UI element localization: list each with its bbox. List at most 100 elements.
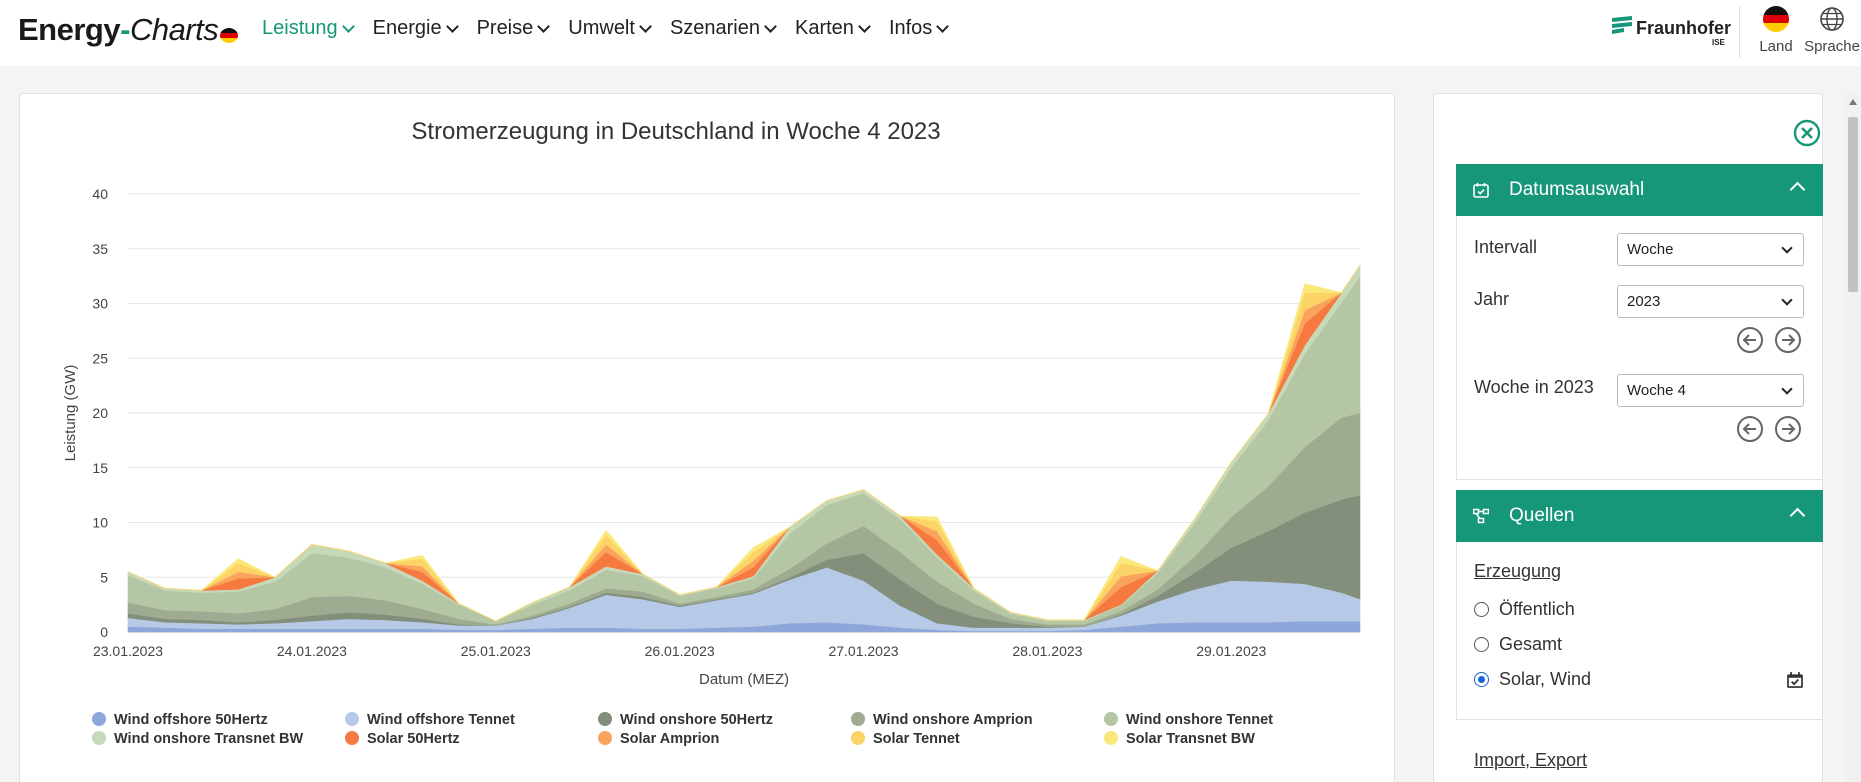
legend-item[interactable]: Wind onshore 50Hertz bbox=[598, 712, 773, 728]
radio-oeffentlich[interactable]: Öffentlich bbox=[1474, 599, 1575, 620]
calendar-check-icon bbox=[1473, 183, 1489, 198]
chevron-down-icon bbox=[1781, 383, 1793, 395]
chevron-down-icon bbox=[445, 19, 459, 33]
legend-item[interactable]: Wind offshore Tennet bbox=[345, 712, 515, 728]
chart-card: 0 5 10 15 20 25 30 35 40 23.01.2023 24.01.2023 25.0… bbox=[19, 93, 1395, 782]
top-navigation-bar: Energy-Charts Leistung Energie Preise Um… bbox=[0, 0, 1861, 66]
legend-label: Wind onshore Amprion bbox=[873, 712, 1033, 728]
nav-infos[interactable]: Infos bbox=[889, 17, 950, 40]
datumsauswahl-title: Datumsauswahl bbox=[1509, 179, 1645, 200]
chevron-up-icon bbox=[1789, 181, 1806, 198]
legend-item[interactable]: Solar 50Hertz bbox=[345, 731, 460, 747]
jahr-select[interactable]: 2023 bbox=[1617, 285, 1804, 318]
jahr-prev-button[interactable] bbox=[1736, 326, 1764, 354]
header-divider bbox=[1739, 6, 1740, 58]
chevron-down-icon bbox=[639, 19, 652, 33]
quellen-header[interactable]: Quellen bbox=[1456, 490, 1823, 542]
chevron-down-icon bbox=[1781, 294, 1793, 306]
woche-prev-button[interactable] bbox=[1736, 415, 1764, 443]
x-tick-label: 28.01.2023 bbox=[1012, 643, 1082, 659]
page-scrollbar[interactable] bbox=[1845, 93, 1861, 782]
jahr-label: Jahr bbox=[1474, 289, 1510, 309]
nav-szenarien[interactable]: Szenarien bbox=[670, 17, 777, 40]
chevron-down-icon bbox=[341, 19, 355, 33]
legend-swatch bbox=[851, 712, 865, 726]
erzeugung-link[interactable]: Erzeugung bbox=[1474, 561, 1562, 581]
quellen-body bbox=[1456, 542, 1823, 720]
nav-leistung[interactable]: Leistung bbox=[262, 17, 355, 40]
nav-energie[interactable]: Energie bbox=[373, 17, 459, 40]
chevron-down-icon bbox=[764, 19, 777, 33]
quellen-title: Quellen bbox=[1509, 505, 1575, 526]
y-tick-label: 20 bbox=[92, 405, 108, 421]
x-tick-label: 24.01.2023 bbox=[277, 643, 347, 659]
radio-circle bbox=[1474, 637, 1489, 652]
radio-oeffentlich-label: Öffentlich bbox=[1499, 599, 1575, 619]
legend-item[interactable]: Wind onshore Tennet bbox=[1104, 712, 1273, 728]
woche-label: Woche in 2023 bbox=[1474, 377, 1594, 397]
legend-item[interactable]: Solar Amprion bbox=[598, 731, 719, 747]
woche-next-button[interactable] bbox=[1774, 415, 1802, 443]
datumsauswahl-header[interactable]: Datumsauswahl bbox=[1456, 164, 1823, 216]
country-label: Land bbox=[1759, 38, 1793, 55]
radio-solar-wind[interactable]: Solar, Wind bbox=[1474, 669, 1591, 690]
radio-gesamt[interactable]: Gesamt bbox=[1474, 634, 1562, 655]
diagram-icon bbox=[1473, 508, 1489, 524]
x-tick-label: 25.01.2023 bbox=[461, 643, 531, 659]
chart-legend: Wind offshore 50Hertz Wind offshore Tenne… bbox=[92, 712, 1273, 747]
nav-preise[interactable]: Preise bbox=[477, 17, 551, 40]
intervall-select[interactable]: Woche bbox=[1617, 233, 1804, 266]
scrollbar-thumb[interactable] bbox=[1848, 117, 1858, 292]
chevron-down-icon bbox=[858, 19, 871, 33]
chevron-up-icon bbox=[1789, 507, 1806, 524]
y-tick-label: 15 bbox=[92, 460, 108, 476]
legend-swatch bbox=[598, 731, 612, 745]
legend-item[interactable]: Solar Tennet bbox=[851, 731, 960, 747]
calendar-check-icon[interactable] bbox=[1786, 671, 1804, 689]
woche-select[interactable]: Woche 4 bbox=[1617, 374, 1804, 407]
chart-svg: 0 5 10 15 20 25 30 35 40 23.01.2023 24.01.2023 25.0… bbox=[62, 186, 1361, 747]
chart-areas bbox=[127, 264, 1361, 633]
country-flag-icon bbox=[1763, 6, 1789, 32]
radio-circle-selected bbox=[1474, 672, 1489, 687]
close-panel-button[interactable] bbox=[1793, 119, 1821, 147]
intervall-value: Woche bbox=[1627, 241, 1674, 258]
import-export-link[interactable]: Import, Export bbox=[1474, 750, 1588, 770]
woche-value: Woche 4 bbox=[1627, 382, 1686, 399]
radio-gesamt-label: Gesamt bbox=[1499, 634, 1563, 654]
y-tick-label: 5 bbox=[100, 569, 108, 585]
brand-logo[interactable]: Energy-Charts bbox=[18, 12, 239, 48]
legend-swatch bbox=[851, 731, 865, 745]
legend-item[interactable]: Wind offshore 50Hertz bbox=[92, 712, 268, 728]
legend-label: Solar 50Hertz bbox=[367, 731, 460, 747]
legend-label: Wind onshore 50Hertz bbox=[620, 712, 773, 728]
legend-label: Wind offshore 50Hertz bbox=[114, 712, 268, 728]
language-button[interactable]: Sprache bbox=[1802, 6, 1861, 55]
brand-dash: - bbox=[120, 12, 130, 47]
x-axis-label: Datum (MEZ) bbox=[699, 671, 789, 688]
area-series-solar-transnet-bw[interactable] bbox=[127, 264, 1361, 622]
legend-swatch bbox=[92, 731, 106, 745]
y-tick-label: 10 bbox=[92, 515, 108, 531]
nav-karten[interactable]: Karten bbox=[795, 17, 871, 40]
fraunhofer-name: Fraunhofer bbox=[1636, 18, 1732, 38]
chevron-down-icon bbox=[936, 19, 950, 33]
legend-label: Wind onshore Transnet BW bbox=[114, 731, 303, 747]
x-tick-label: 29.01.2023 bbox=[1196, 643, 1266, 659]
radio-circle bbox=[1474, 602, 1489, 617]
fraunhofer-mark-icon bbox=[1612, 16, 1632, 34]
country-button[interactable]: Land bbox=[1746, 6, 1806, 55]
legend-swatch bbox=[345, 731, 359, 745]
y-tick-label: 40 bbox=[92, 186, 108, 202]
y-tick-label: 35 bbox=[92, 241, 108, 257]
main-nav: Leistung Energie Preise Umwelt Szenarien… bbox=[262, 17, 967, 40]
legend-item[interactable]: Wind onshore Transnet BW bbox=[92, 731, 303, 747]
x-tick-label: 27.01.2023 bbox=[828, 643, 898, 659]
legend-item[interactable]: Solar Transnet BW bbox=[1104, 731, 1255, 747]
chart-title: Stromerzeugung in Deutschland in Woche 4… bbox=[411, 118, 941, 145]
legend-label: Wind offshore Tennet bbox=[367, 712, 515, 728]
y-tick-label: 25 bbox=[92, 350, 108, 366]
jahr-next-button[interactable] bbox=[1774, 326, 1802, 354]
legend-item[interactable]: Wind onshore Amprion bbox=[851, 712, 1033, 728]
nav-umwelt[interactable]: Umwelt bbox=[568, 17, 652, 40]
